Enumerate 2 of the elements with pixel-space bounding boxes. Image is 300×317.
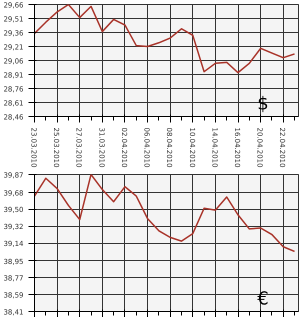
line-series (34, 4, 296, 74)
line-series (34, 174, 296, 252)
